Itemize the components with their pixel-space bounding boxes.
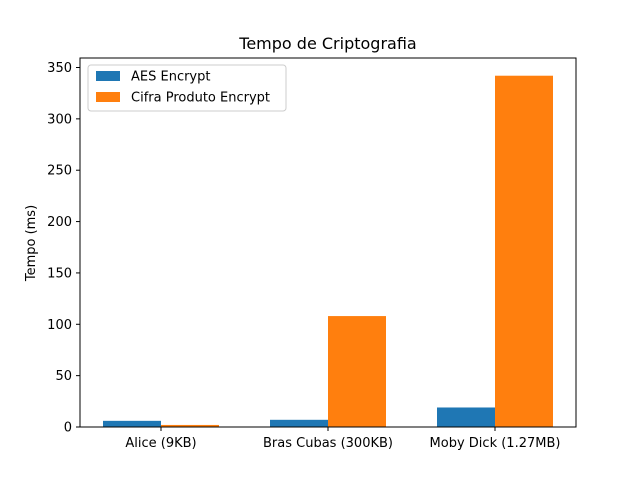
bar bbox=[103, 420, 161, 427]
bar bbox=[270, 419, 328, 427]
legend-box bbox=[87, 64, 287, 112]
x-tick-label: Alice (9KB) bbox=[125, 436, 196, 451]
y-tick-label: 200 bbox=[47, 215, 72, 230]
legend: AES Encrypt Cifra Produto Encrypt bbox=[87, 64, 287, 112]
x-tick-label: Bras Cubas (300KB) bbox=[263, 436, 393, 451]
y-tick-label: 300 bbox=[47, 112, 72, 127]
y-tick-label: 150 bbox=[47, 266, 72, 281]
x-tick-label: Moby Dick (1.27MB) bbox=[430, 436, 561, 451]
legend-label: AES Encrypt bbox=[131, 70, 210, 85]
bar bbox=[161, 424, 219, 427]
chart-title: Tempo de Criptografia bbox=[238, 34, 416, 53]
axes: 0 50 100 150 200 250 300 350 Alice (9KB) Bras Cub… bbox=[47, 57, 577, 451]
legend-swatch bbox=[96, 71, 120, 81]
y-tick-label: 50 bbox=[55, 369, 72, 384]
plot-area bbox=[103, 75, 553, 428]
y-tick-label: 250 bbox=[47, 164, 72, 179]
bar bbox=[328, 316, 386, 427]
bar bbox=[437, 407, 495, 427]
legend-swatch bbox=[96, 92, 120, 102]
bar bbox=[495, 75, 553, 428]
y-axis-label: Tempo (ms) bbox=[24, 205, 39, 282]
y-tick-label: 0 bbox=[64, 421, 72, 436]
legend-label: Cifra Produto Encrypt bbox=[131, 91, 270, 106]
y-tick-label: 100 bbox=[47, 318, 72, 333]
y-tick-label: 350 bbox=[47, 61, 72, 76]
